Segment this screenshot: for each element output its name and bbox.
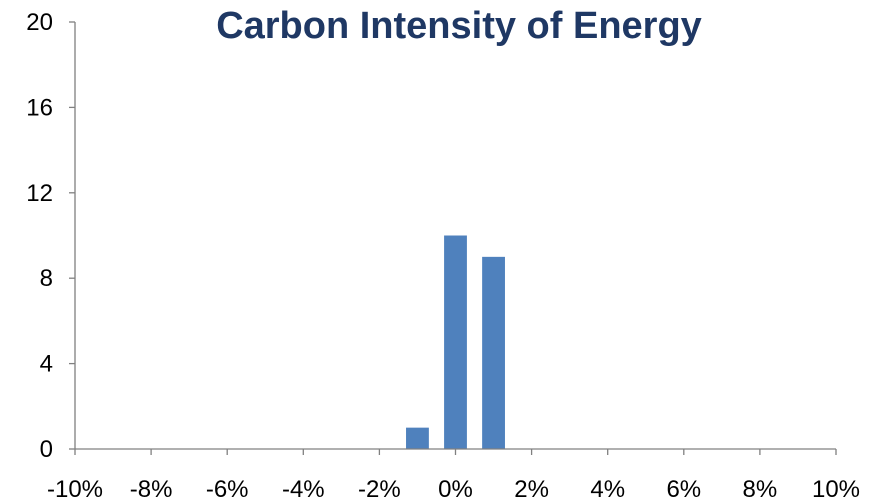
bars-group — [406, 235, 505, 449]
y-tick-label-2: 8 — [40, 265, 53, 292]
x-tick-label-9: 8% — [743, 476, 778, 502]
y-tick-label-4: 16 — [26, 94, 53, 121]
y-tick-label-5: 20 — [26, 9, 53, 36]
x-tick-label-2: -6% — [206, 476, 249, 502]
x-tick-label-7: 4% — [590, 476, 625, 502]
bar-2 — [482, 256, 505, 449]
x-tick-label-8: 6% — [666, 476, 701, 502]
x-tick-label-3: -4% — [282, 476, 325, 502]
y-tick-label-1: 4 — [40, 351, 53, 378]
x-tick-label-10: 10% — [812, 476, 860, 502]
y-tick-label-3: 12 — [26, 180, 53, 207]
x-tick-label-5: 0% — [438, 476, 473, 502]
y-tick-label-0: 0 — [40, 436, 53, 463]
x-tick-label-0: -10% — [47, 476, 103, 502]
x-tick-label-1: -8% — [130, 476, 173, 502]
bar-1 — [444, 235, 467, 449]
y-tick-labels: 0 4 8 12 16 20 — [26, 9, 75, 463]
bar-0 — [406, 427, 429, 449]
x-tick-label-4: -2% — [358, 476, 401, 502]
x-tick-labels: -10% -8% -6% -4% -2% 0% 2% 4% 6% 8% 10% — [47, 449, 860, 502]
x-tick-label-6: 2% — [514, 476, 549, 502]
chart-title: Carbon Intensity of Energy — [216, 5, 702, 47]
